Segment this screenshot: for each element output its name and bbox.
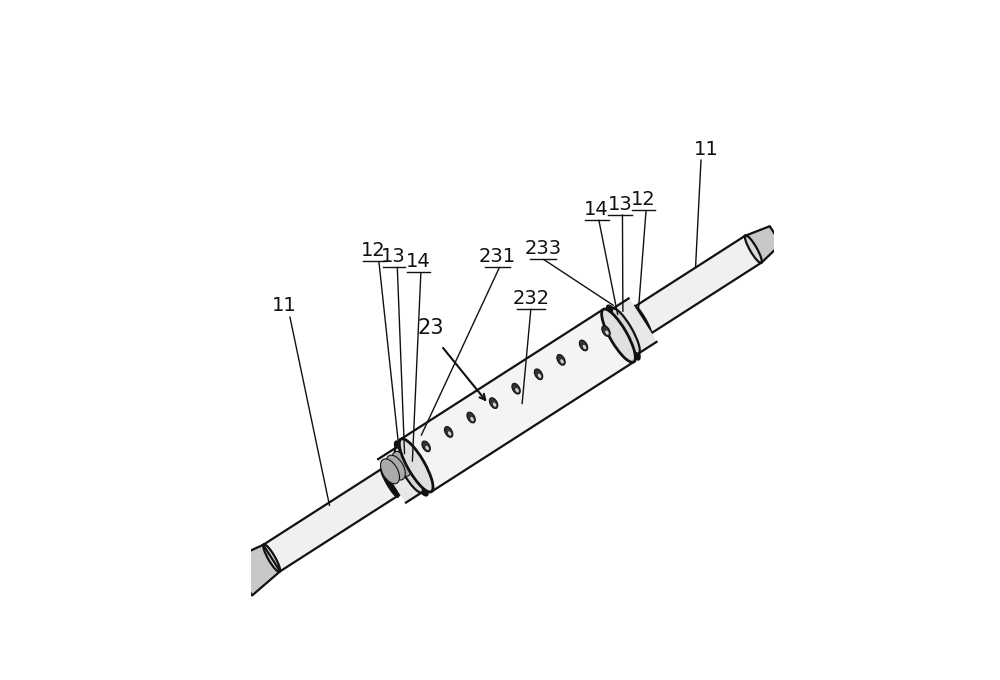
Ellipse shape bbox=[448, 431, 451, 436]
Ellipse shape bbox=[745, 235, 762, 263]
Text: 11: 11 bbox=[694, 139, 719, 158]
Ellipse shape bbox=[399, 439, 433, 492]
Ellipse shape bbox=[579, 340, 588, 351]
Ellipse shape bbox=[493, 403, 496, 407]
Ellipse shape bbox=[422, 441, 430, 452]
Ellipse shape bbox=[386, 455, 405, 480]
Ellipse shape bbox=[425, 446, 429, 450]
Ellipse shape bbox=[470, 417, 474, 421]
Ellipse shape bbox=[381, 459, 400, 483]
Ellipse shape bbox=[512, 384, 520, 394]
Ellipse shape bbox=[560, 359, 564, 364]
Ellipse shape bbox=[602, 326, 610, 337]
Text: 12: 12 bbox=[361, 241, 386, 260]
Ellipse shape bbox=[607, 305, 640, 360]
Ellipse shape bbox=[392, 452, 411, 476]
Polygon shape bbox=[263, 457, 417, 571]
Polygon shape bbox=[617, 236, 762, 344]
Ellipse shape bbox=[444, 426, 453, 437]
Polygon shape bbox=[400, 310, 635, 491]
Ellipse shape bbox=[381, 468, 398, 497]
Ellipse shape bbox=[395, 441, 428, 496]
Ellipse shape bbox=[489, 398, 498, 409]
Text: 11: 11 bbox=[272, 296, 297, 315]
Text: 13: 13 bbox=[381, 247, 405, 266]
Text: 12: 12 bbox=[631, 190, 656, 209]
Ellipse shape bbox=[395, 447, 423, 492]
Polygon shape bbox=[378, 447, 425, 503]
Polygon shape bbox=[745, 226, 781, 262]
Text: 14: 14 bbox=[584, 200, 609, 219]
Text: 233: 233 bbox=[524, 239, 561, 258]
Ellipse shape bbox=[534, 369, 543, 379]
Ellipse shape bbox=[612, 309, 640, 354]
Ellipse shape bbox=[557, 354, 565, 365]
Ellipse shape bbox=[583, 345, 586, 349]
Ellipse shape bbox=[634, 306, 651, 335]
Polygon shape bbox=[609, 299, 656, 354]
Text: 13: 13 bbox=[607, 194, 632, 214]
Ellipse shape bbox=[538, 374, 541, 378]
Ellipse shape bbox=[602, 309, 635, 362]
Ellipse shape bbox=[263, 545, 280, 572]
Ellipse shape bbox=[605, 330, 609, 335]
Text: 23: 23 bbox=[418, 318, 444, 338]
Polygon shape bbox=[229, 545, 280, 596]
Text: 231: 231 bbox=[478, 247, 515, 266]
Text: 232: 232 bbox=[512, 289, 549, 308]
Text: 14: 14 bbox=[406, 252, 431, 271]
Ellipse shape bbox=[515, 388, 519, 392]
Ellipse shape bbox=[467, 412, 475, 423]
